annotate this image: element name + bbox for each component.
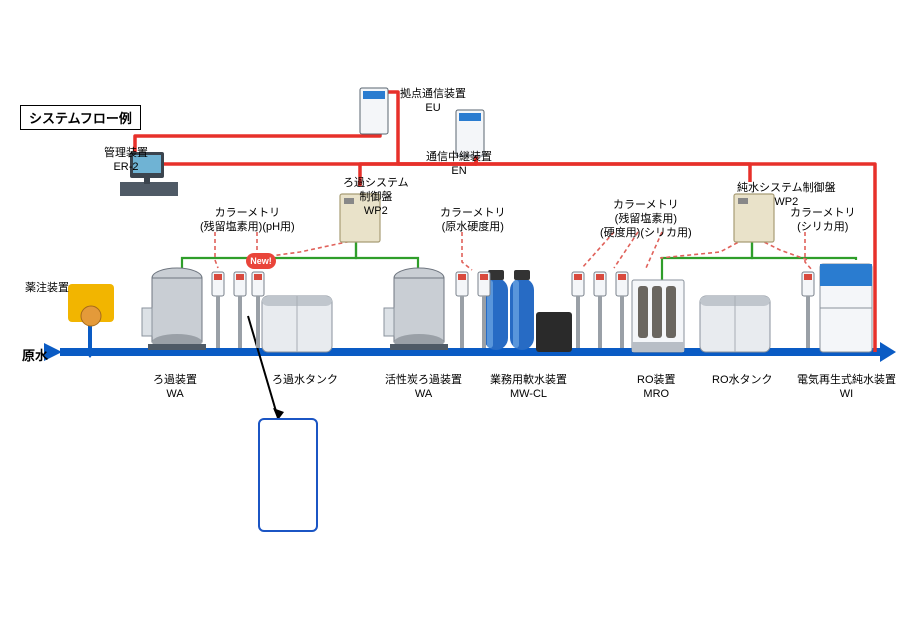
label-chem_inj: 薬注装置 <box>25 282 69 296</box>
label-en: 通信中継装置EN <box>426 151 492 179</box>
new-badge: New! <box>246 253 276 269</box>
raw-water-label: 原水 <box>22 345 48 364</box>
label-mro: RO装置MRO <box>637 374 676 402</box>
label-wa1: ろ過装置WA <box>153 374 197 402</box>
label-wa2: 活性炭ろ過装置WA <box>385 374 462 402</box>
diagram-root: システムフロー例 原水 New! 管理装置ER-2 拠点通信装置EU 通信中継装置E… <box>0 0 900 633</box>
label-colormetry3: カラーメトリ(残留塩素用)(硬度用)(シリカ用) <box>600 199 692 240</box>
diagram-title: システムフロー例 <box>20 105 141 130</box>
label-wp2b: 純水システム制御盤WP2 <box>737 182 836 210</box>
callout-box <box>258 418 318 532</box>
label-tank1: ろ過水タンク <box>272 374 338 388</box>
label-eu: 拠点通信装置EU <box>400 88 466 116</box>
label-colormetry2: カラーメトリ(原水硬度用) <box>440 207 506 235</box>
label-wp2: ろ過システム制御盤WP2 <box>343 177 409 218</box>
label-rotank: RO水タンク <box>712 374 773 388</box>
label-mwcl: 業務用軟水装置MW-CL <box>490 374 567 402</box>
label-colormetry1: カラーメトリ(残留塩素用)(pH用) <box>200 207 295 235</box>
label-wi: 電気再生式純水装置WI <box>797 374 896 402</box>
label-er2: 管理装置ER-2 <box>104 147 148 175</box>
label-colormetry4: カラーメトリ(シリカ用) <box>790 207 856 235</box>
